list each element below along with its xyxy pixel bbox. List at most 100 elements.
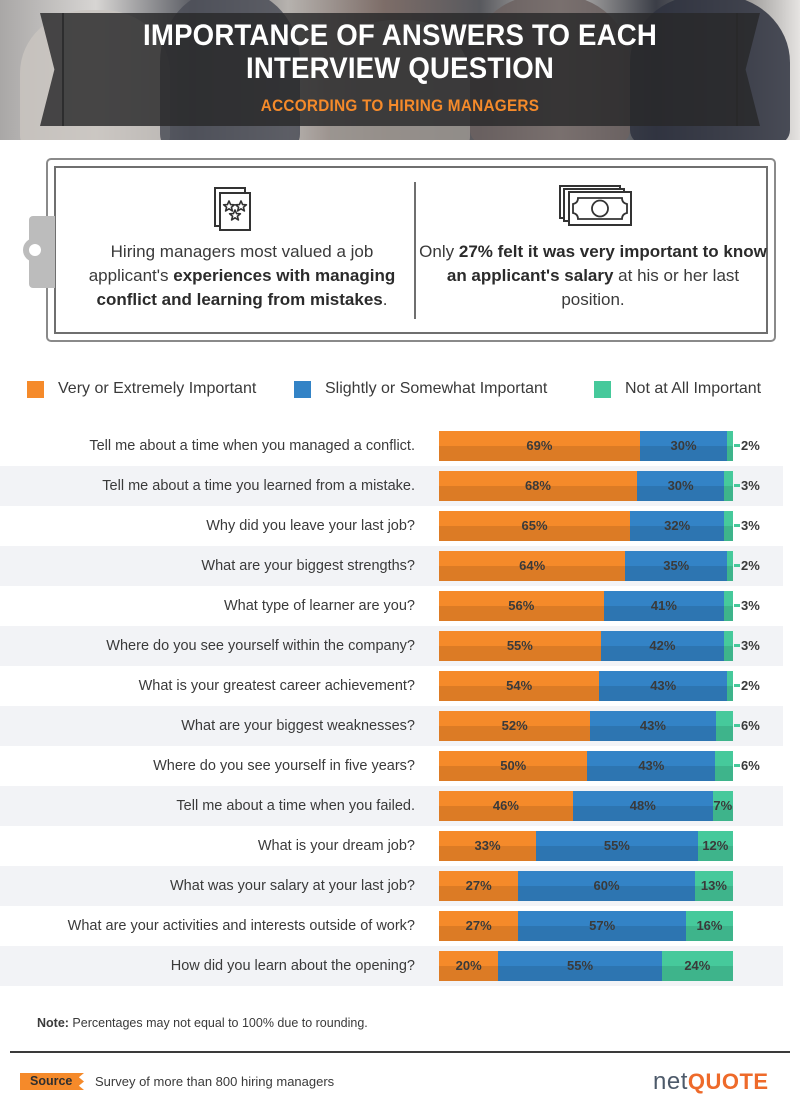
bar-segment-not-at-all: 7% — [712, 791, 733, 821]
chart-row: What is your greatest career achievement… — [0, 666, 783, 706]
bar-segment-not-at-all — [727, 671, 733, 701]
bar-value-label: 16% — [696, 918, 723, 933]
bar-segment-slightly: 55% — [536, 831, 698, 861]
question-label: Why did you leave your last job? — [206, 518, 415, 534]
bar-value-label: 52% — [501, 718, 528, 733]
label-connector — [734, 604, 740, 608]
bar-segment-very: 20% — [439, 951, 499, 981]
callout-right-text: Only 27% felt it was very important to k… — [416, 240, 770, 312]
note-text: Percentages may not equal to 100% due to… — [68, 1016, 368, 1030]
bar-value-label-external: 3% — [734, 631, 760, 661]
bar-value-label-external: 3% — [734, 511, 760, 541]
bar-segment-slightly: 30% — [639, 431, 728, 461]
bar-value-label: 30% — [667, 478, 694, 493]
bar-segment-not-at-all — [724, 631, 733, 661]
chart-row: Tell me about a time when you managed a … — [0, 426, 783, 466]
chart-row: What type of learner are you? 3% 56% 41% — [0, 586, 783, 626]
bar-segment-not-at-all: 12% — [697, 831, 733, 861]
bar-value-label: 30% — [670, 438, 697, 453]
chart-legend: Very or Extremely Important Slightly or … — [0, 378, 800, 400]
clipboard-clip-ring — [23, 238, 47, 262]
key-findings-card — [46, 158, 776, 342]
legend-swatch-very — [27, 380, 44, 398]
bar-segment-slightly: 57% — [518, 911, 686, 941]
label-connector — [734, 444, 740, 448]
bar-segment-very: 68% — [439, 471, 637, 501]
label-connector — [734, 724, 740, 728]
bar-value-label-external: 2% — [734, 551, 760, 581]
legend-swatch-not-at-all — [594, 380, 611, 398]
stars-certificate-icon — [214, 187, 251, 231]
bar-value-text: 6% — [741, 758, 760, 773]
chart-row: Tell me about a time you learned from a … — [0, 466, 783, 506]
question-label: How did you learn about the opening? — [170, 958, 415, 974]
logo-net: net — [653, 1068, 688, 1095]
bar-segment-not-at-all — [724, 511, 733, 541]
stacked-bar: 56% 41% — [439, 591, 733, 621]
chart-row: What was your salary at your last job? 27… — [0, 866, 783, 906]
bar-segment-very: 27% — [439, 871, 519, 901]
stacked-bar: 33% 55% 12% — [439, 831, 733, 861]
bar-segment-slightly: 55% — [498, 951, 662, 981]
chart-row: What are your biggest strengths? 2% 64% 35% — [0, 546, 783, 586]
bar-segment-not-at-all: 24% — [661, 951, 733, 981]
bar-segment-very: 56% — [439, 591, 604, 621]
question-label: Tell me about a time when you failed. — [176, 798, 415, 814]
question-label: What are your biggest strengths? — [201, 558, 415, 574]
bar-segment-very: 33% — [439, 831, 537, 861]
callout-text-segment: experiences with managing conflict and l… — [96, 266, 396, 309]
stacked-bar: 27% 57% 16% — [439, 911, 733, 941]
legend-item-very: Very or Extremely Important — [27, 378, 256, 400]
stacked-bar: 54% 43% — [439, 671, 733, 701]
bar-value-text: 3% — [741, 638, 760, 653]
label-connector — [734, 684, 740, 688]
bar-segment-slightly: 43% — [599, 671, 728, 701]
bar-value-label-external: 3% — [734, 471, 760, 501]
bar-value-text: 2% — [741, 678, 760, 693]
question-label: What type of learner are you? — [223, 598, 415, 614]
callout-left-text: Hiring managers most valued a job applic… — [70, 240, 414, 312]
header-banner-image: IMPORTANCE OF ANSWERS TO EACH INTERVIEW … — [0, 0, 800, 140]
bar-value-text: 2% — [741, 438, 760, 453]
bar-segment-very: 54% — [439, 671, 600, 701]
bar-segment-slightly: 42% — [600, 631, 725, 661]
bar-value-label-external: 3% — [734, 591, 760, 621]
question-label: What is your greatest career achievement… — [138, 678, 415, 694]
bar-value-label: 7% — [713, 798, 733, 813]
legend-label-slightly: Slightly or Somewhat Important — [325, 380, 548, 397]
stacked-bar: 55% 42% — [439, 631, 733, 661]
title-line-2: INTERVIEW QUESTION — [246, 52, 554, 85]
bar-segment-slightly: 32% — [630, 511, 725, 541]
bar-segment-not-at-all — [715, 751, 733, 781]
bar-value-text: 3% — [741, 518, 760, 533]
question-label: What are your biggest weaknesses? — [181, 718, 415, 734]
bar-segment-not-at-all: 13% — [694, 871, 733, 901]
bar-value-label-external: 2% — [734, 431, 760, 461]
bar-value-label: 43% — [639, 718, 666, 733]
legend-label-very: Very or Extremely Important — [58, 380, 257, 397]
card-inner-border — [54, 166, 768, 334]
bar-value-text: 2% — [741, 558, 760, 573]
stacked-bar: 50% 43% — [439, 751, 733, 781]
source-tag: Source — [20, 1073, 84, 1090]
bar-value-label: 41% — [650, 598, 677, 613]
bar-segment-not-at-all — [724, 591, 733, 621]
stacked-bar: 65% 32% — [439, 511, 733, 541]
bar-value-label: 64% — [519, 558, 546, 573]
label-connector — [734, 484, 740, 488]
bar-value-text: 3% — [741, 478, 760, 493]
netquote-logo[interactable]: net QUOTE — [653, 1065, 769, 1095]
bar-value-label: 12% — [702, 838, 729, 853]
bar-value-label: 20% — [455, 958, 482, 973]
stacked-bar: 27% 60% 13% — [439, 871, 733, 901]
chart-row: What is your dream job? 33% 55% 12% — [0, 826, 783, 866]
stacked-bar: 46% 48% 7% — [439, 791, 733, 821]
bar-segment-very: 65% — [439, 511, 631, 541]
note-label: Note: — [37, 1016, 69, 1030]
callout-text-segment: at his or her last position. — [561, 266, 740, 309]
bar-value-label: 69% — [526, 438, 553, 453]
bar-value-label: 48% — [629, 798, 656, 813]
footer-divider — [10, 1051, 790, 1053]
title-line-1: IMPORTANCE OF ANSWERS TO EACH — [143, 19, 657, 52]
callout-text-segment: . — [382, 290, 388, 309]
